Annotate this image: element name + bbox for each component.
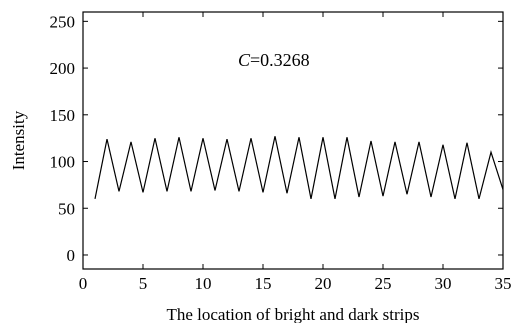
y-tick-label: 50	[58, 199, 75, 218]
x-tick-label: 10	[195, 274, 212, 293]
series-line-group	[94, 136, 504, 200]
x-tick-label: 5	[139, 274, 148, 293]
series-line	[94, 136, 504, 200]
x-tick-label: 25	[375, 274, 392, 293]
y-tick-label: 150	[50, 106, 76, 125]
x-tick-label: 35	[495, 274, 512, 293]
y-tick-label: 0	[67, 246, 76, 265]
x-axis-label: The location of bright and dark strips	[166, 305, 419, 323]
x-tick-label: 15	[255, 274, 272, 293]
x-tick-label: 0	[79, 274, 88, 293]
y-axis-label: Intensity	[9, 110, 28, 170]
coefficient-value: =0.3268	[250, 50, 310, 70]
y-axis-ticks: 0 50 100 150 200 250	[50, 12, 503, 265]
x-tick-label: 30	[435, 274, 452, 293]
y-tick-label: 100	[50, 153, 76, 172]
coefficient-symbol: C	[238, 50, 251, 70]
coefficient-annotation: C=0.3268	[238, 50, 310, 70]
axes-frame	[82, 11, 504, 270]
y-tick-label: 250	[50, 12, 76, 31]
x-axis-ticks: 0 5 10 15 20 25 30 35	[79, 12, 512, 293]
plot-frame	[82, 11, 504, 270]
y-tick-label: 200	[50, 59, 76, 78]
x-tick-label: 20	[315, 274, 332, 293]
